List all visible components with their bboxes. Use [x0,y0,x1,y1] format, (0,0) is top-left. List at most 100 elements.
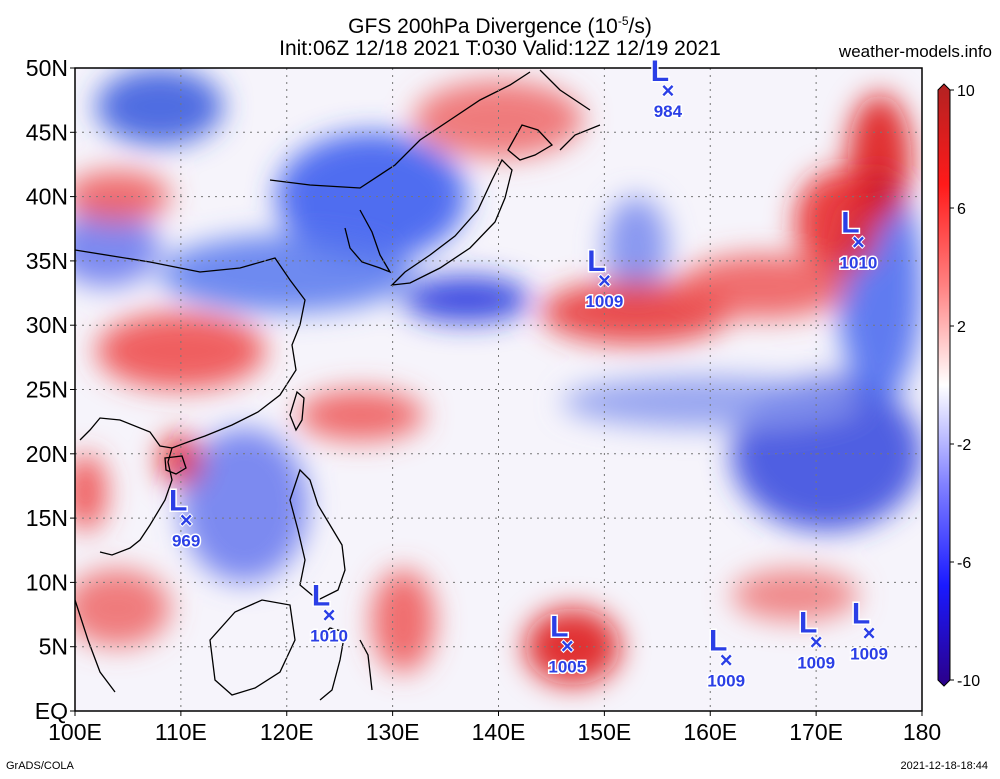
divergence-patch [159,235,414,313]
footer-timestamp: 2021-12-18-18:44 [900,760,988,772]
low-letter: L [550,610,568,643]
x-tick-label: 100E [48,719,102,745]
title-units: /s) [628,15,652,38]
low-center-cross: × [720,648,733,673]
low-letter: L [587,245,605,278]
y-tick-label: 20N [26,441,68,467]
low-pressure-value: 1005 [548,657,586,676]
divergence-patch [678,254,848,319]
low-center-cross: × [561,633,574,658]
low-letter: L [799,607,817,640]
low-marker: L×969 [168,483,202,552]
colorbar-label: 6 [957,201,966,218]
low-marker: L×984 [649,53,684,122]
low-marker: L×1010 [309,578,350,647]
colorbar-label: -6 [957,555,971,572]
low-center-cross: × [180,507,193,532]
colorbar-label: -2 [957,437,971,454]
divergence-patch [731,569,859,621]
coastline-sulawesi [317,627,346,701]
low-letter: L [852,598,870,631]
x-axis: 100E 110E 120E 130E 140E 150E 160E 170E 180 [48,711,941,745]
y-tick-label: 40N [26,184,68,210]
coastline-taiwan [289,390,305,432]
colorbar-label: 10 [957,83,975,100]
low-pressure-value: 1009 [707,672,745,691]
coastline-korea [344,209,392,274]
coastline-japan [390,158,513,286]
low-marker: L×1009 [584,244,625,313]
low-letter: L [841,207,859,240]
coastline-china [75,249,306,449]
coastline-hainan [164,455,187,475]
x-tick-label: 130E [366,719,420,745]
divergence-patch [794,170,880,274]
divergence-patch [180,428,308,583]
footer-software: GrADS/COLA [6,760,74,772]
y-tick-label: 35N [26,248,68,274]
divergence-patch [75,209,160,287]
low-center-cross: × [323,603,336,628]
y-tick-label: EQ [35,698,68,724]
coastline-borneo [209,599,296,696]
low-marker: L×1009 [796,605,837,674]
coastline-kamchatka [539,69,601,151]
low-letter: L [312,580,330,613]
colorbar-label: -10 [957,673,980,690]
colorbar-labels: 10 6 2 -2 -6 -10 [950,83,980,690]
divergence-patch [413,80,584,159]
low-pressure-value: 1010 [840,254,878,273]
low-pressure-value: 1010 [310,627,348,646]
low-pressure-value: 1009 [850,645,888,664]
coastline-halmahera [359,639,373,691]
low-center-cross: × [863,621,876,646]
y-tick-label: 15N [26,505,68,531]
divergence-patch [276,132,467,261]
x-tick-label: 180 [903,719,941,745]
y-tick-label: 25N [26,377,68,403]
coastline-philippines [289,468,346,601]
low-marker: L×1005 [547,609,588,678]
low-pressure-value: 969 [172,531,200,550]
low-marker: L×1009 [849,596,890,665]
x-tick-label: 170E [789,719,843,745]
graticule [75,68,922,711]
low-center-cross: × [598,268,611,293]
chart-title-line2: Init:06Z 12/18 2021 T:030 Valid:12Z 12/1… [279,37,721,60]
divergence-patch [604,196,668,300]
coastlines [75,69,601,701]
low-letter: L [169,484,187,517]
x-tick-label: 160E [683,719,737,745]
coastline-indochina [99,447,173,556]
colorbar-bar [937,83,951,687]
divergence-patch [75,453,107,531]
x-tick-label: 120E [260,719,314,745]
divergence-patch [371,569,435,673]
title-text: GFS 200hPa Divergence (10 [348,15,618,38]
low-center-cross: × [810,630,823,655]
low-marker: L×1010 [838,205,879,274]
site-credit[interactable]: weather-models.info [838,42,992,61]
low-pressure-value: 984 [654,102,683,121]
y-tick-label: 5N [39,634,68,660]
divergence-patch [403,276,531,323]
colorbar-label: 2 [957,319,966,336]
divergence-patch [96,68,224,146]
divergence-patch [297,389,425,441]
y-tick-label: 30N [26,312,68,338]
divergence-patch [75,569,171,647]
x-tick-label: 150E [578,719,632,745]
low-pressure-value: 1009 [797,654,835,673]
low-center-cross: × [852,230,865,255]
y-tick-label: 10N [26,569,68,595]
chart-title-line1: GFS 200hPa Divergence (10-5/s) [150,8,850,40]
coastline-malay [75,599,116,693]
low-marker: L×1009 [706,623,747,692]
coastline-hokkaido [507,124,554,161]
coastline-sakhalin-russia [269,71,531,189]
y-tick-label: 45N [26,119,68,145]
low-letter: L [709,625,727,658]
low-pressure-value: 1009 [585,292,623,311]
